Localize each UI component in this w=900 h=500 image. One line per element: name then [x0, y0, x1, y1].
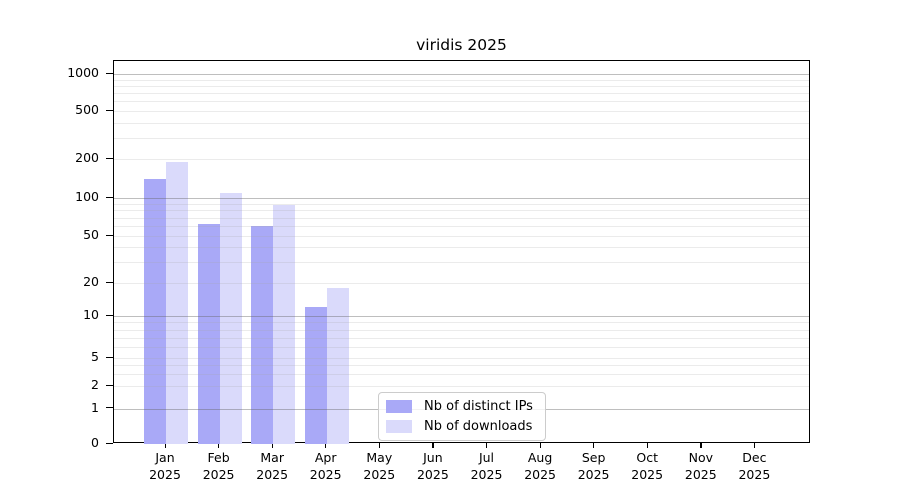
x-tick-month: Jun: [423, 450, 443, 465]
y-tick-label-1000: 1000: [67, 65, 99, 80]
x-tick-year: 2025: [309, 467, 342, 482]
x-tick-month: Jul: [478, 450, 495, 465]
legend-label-downloads: Nb of downloads: [424, 419, 533, 434]
legend-item-distinct-ips: Nb of distinct IPs: [386, 399, 538, 414]
x-tick-year: 2025: [416, 467, 449, 482]
x-tick-year: 2025: [363, 467, 396, 482]
x-tick-mark-aug: [539, 443, 541, 448]
y-tick-mark-2: [106, 384, 113, 386]
bars-layer: [114, 61, 809, 444]
x-tick-month: Apr: [314, 450, 337, 465]
x-tick-mark-may: [378, 443, 381, 448]
x-tick-label-jan: Jan 2025: [133, 449, 197, 483]
x-tick-label-may: May 2025: [347, 449, 411, 483]
x-tick-month: Oct: [636, 450, 658, 465]
legend: Nb of distinct IPs Nb of downloads: [378, 392, 546, 441]
x-tick-mark-mar: [271, 443, 273, 448]
x-tick-year: 2025: [202, 467, 235, 482]
x-tick-label-apr: Apr 2025: [294, 449, 358, 483]
x-tick-label-mar: Mar 2025: [240, 449, 304, 483]
y-tick-mark-10: [106, 314, 113, 316]
y-tick-mark-200: [106, 157, 113, 159]
x-tick-month: Jan: [155, 450, 175, 465]
y-tick-mark-20: [106, 281, 113, 283]
y-tick-mark-1: [106, 407, 113, 409]
bar-downloads-mar: [273, 205, 296, 444]
x-tick-month: Feb: [207, 450, 230, 465]
y-tick-label-10: 10: [83, 307, 99, 322]
y-tick-label-1: 1: [91, 399, 99, 415]
x-tick-mark-sep: [593, 443, 595, 448]
x-tick-label-nov: Nov 2025: [669, 449, 733, 483]
x-tick-mark-jan: [164, 443, 166, 448]
x-tick-mark-apr: [325, 443, 327, 448]
x-tick-month: Mar: [260, 450, 284, 465]
x-tick-mark-nov: [700, 443, 702, 448]
legend-label-distinct-ips: Nb of distinct IPs: [424, 399, 533, 414]
x-tick-label-dec: Dec 2025: [722, 449, 786, 483]
y-tick-label-5: 5: [91, 349, 99, 364]
bar-downloads-apr: [326, 288, 349, 444]
y-tick-label-200: 200: [75, 150, 99, 165]
x-tick-label-jun: Jun 2025: [401, 449, 465, 483]
x-tick-label-jul: Jul 2025: [455, 449, 519, 483]
x-tick-year: 2025: [149, 467, 181, 482]
x-tick-label-oct: Oct 2025: [615, 449, 679, 483]
y-tick-label-2: 2: [91, 377, 99, 392]
y-tick-mark-1000: [106, 72, 113, 74]
chart-title: viridis 2025: [416, 36, 507, 54]
legend-swatch-downloads: [386, 420, 412, 433]
y-tick-label-50: 50: [83, 227, 99, 242]
legend-swatch-distinct-ips: [386, 400, 412, 413]
x-tick-label-feb: Feb 2025: [187, 449, 251, 483]
x-tick-mark-feb: [218, 443, 220, 448]
x-tick-label-aug: Aug 2025: [508, 449, 572, 483]
plot-area: Nb of distinct IPs Nb of downloads: [113, 60, 810, 444]
x-tick-mark-jun: [432, 443, 434, 448]
x-tick-year: 2025: [577, 467, 610, 482]
x-tick-year: 2025: [738, 467, 771, 482]
y-tick-mark-5: [106, 356, 113, 358]
bar-distinct-ips-feb: [197, 224, 220, 444]
y-tick-mark-500: [106, 109, 113, 111]
x-tick-month: Aug: [527, 450, 553, 465]
x-tick-month: May: [366, 450, 393, 465]
y-tick-mark-50: [106, 234, 113, 236]
x-tick-label-sep: Sep 2025: [562, 449, 626, 483]
x-tick-mark-oct: [646, 443, 648, 448]
y-tick-label-100: 100: [75, 189, 99, 204]
x-tick-month: Sep: [581, 450, 606, 465]
y-tick-label-20: 20: [83, 274, 99, 289]
y-tick-label-0: 0: [91, 435, 99, 450]
y-tick-mark-100: [106, 196, 113, 198]
x-tick-month: Dec: [742, 450, 767, 465]
legend-item-downloads: Nb of downloads: [386, 419, 538, 434]
x-tick-mark-dec: [753, 443, 756, 448]
bar-distinct-ips-jan: [144, 179, 166, 444]
bar-downloads-jan: [166, 161, 188, 444]
x-tick-year: 2025: [470, 467, 503, 482]
bar-distinct-ips-apr: [304, 307, 327, 444]
y-tick-label-500: 500: [75, 102, 99, 117]
x-tick-month: Nov: [688, 450, 713, 465]
x-tick-year: 2025: [256, 467, 289, 482]
x-tick-year: 2025: [524, 467, 556, 482]
x-tick-mark-jul: [486, 443, 488, 448]
y-tick-mark-0: [106, 442, 113, 444]
x-tick-year: 2025: [684, 467, 717, 482]
bar-distinct-ips-mar: [251, 226, 274, 444]
bar-downloads-feb: [219, 192, 242, 444]
x-tick-year: 2025: [631, 467, 664, 482]
